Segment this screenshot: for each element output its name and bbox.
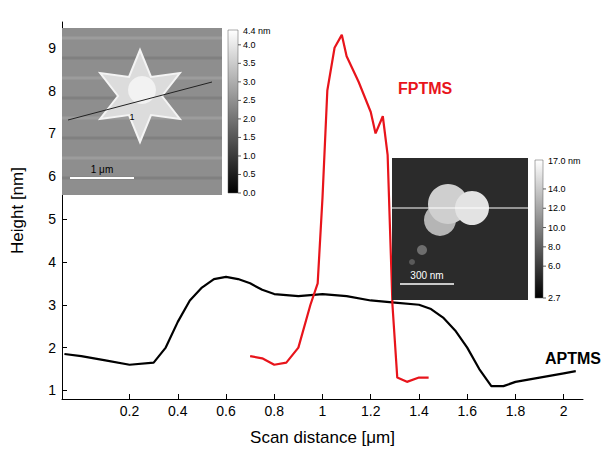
svg-text:5: 5 bbox=[48, 211, 56, 227]
svg-text:1.4: 1.4 bbox=[409, 403, 429, 419]
svg-text:14.0: 14.0 bbox=[548, 184, 566, 194]
svg-text:17.0 nm: 17.0 nm bbox=[548, 156, 581, 166]
svg-text:0.2: 0.2 bbox=[120, 403, 140, 419]
svg-text:9: 9 bbox=[48, 40, 56, 56]
svg-text:2.0: 2.0 bbox=[243, 114, 256, 124]
svg-text:0.0: 0.0 bbox=[243, 188, 256, 198]
svg-text:1: 1 bbox=[319, 403, 327, 419]
svg-text:1: 1 bbox=[48, 382, 56, 398]
svg-text:1.6: 1.6 bbox=[457, 403, 477, 419]
svg-text:Scan distance [μm]: Scan distance [μm] bbox=[250, 428, 395, 447]
svg-text:0.6: 0.6 bbox=[216, 403, 236, 419]
svg-text:1.0: 1.0 bbox=[243, 151, 256, 161]
svg-text:8: 8 bbox=[48, 83, 56, 99]
svg-text:0.8: 0.8 bbox=[265, 403, 285, 419]
svg-text:1.8: 1.8 bbox=[506, 403, 526, 419]
svg-text:APTMS: APTMS bbox=[545, 350, 601, 367]
svg-text:10.0: 10.0 bbox=[548, 223, 566, 233]
svg-text:8.0: 8.0 bbox=[548, 242, 561, 252]
svg-text:4.4 nm: 4.4 nm bbox=[243, 26, 271, 36]
svg-text:3: 3 bbox=[48, 297, 56, 313]
svg-text:300 nm: 300 nm bbox=[410, 270, 443, 281]
svg-text:1.5: 1.5 bbox=[243, 132, 256, 142]
svg-text:6.0: 6.0 bbox=[548, 261, 561, 271]
svg-text:12.0: 12.0 bbox=[548, 203, 566, 213]
svg-text:4: 4 bbox=[48, 254, 56, 270]
svg-text:1 μm: 1 μm bbox=[91, 164, 113, 175]
svg-text:7: 7 bbox=[48, 125, 56, 141]
svg-text:2.5: 2.5 bbox=[243, 95, 256, 105]
svg-text:3.5: 3.5 bbox=[243, 58, 256, 68]
svg-text:3.0: 3.0 bbox=[243, 77, 256, 87]
svg-text:6: 6 bbox=[48, 168, 56, 184]
svg-text:FPTMS: FPTMS bbox=[398, 80, 453, 97]
svg-text:2: 2 bbox=[48, 340, 56, 356]
svg-text:2: 2 bbox=[560, 403, 568, 419]
svg-text:0.4: 0.4 bbox=[168, 403, 188, 419]
svg-text:2.7: 2.7 bbox=[548, 293, 561, 303]
svg-text:1.2: 1.2 bbox=[361, 403, 381, 419]
svg-text:4.0: 4.0 bbox=[243, 40, 256, 50]
svg-text:0.5: 0.5 bbox=[243, 169, 256, 179]
svg-text:Height [nm]: Height [nm] bbox=[8, 167, 27, 254]
svg-text:1: 1 bbox=[129, 112, 134, 122]
